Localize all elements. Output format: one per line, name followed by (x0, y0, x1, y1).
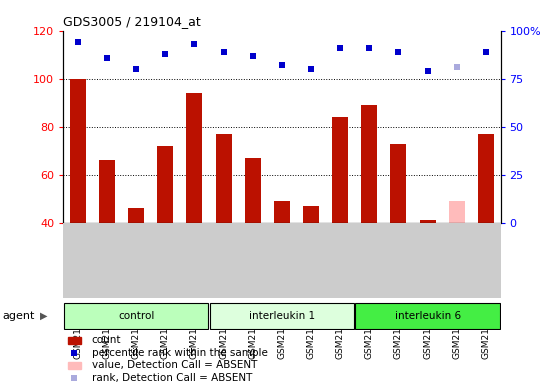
Bar (361, 105, 377, 223)
Bar (68, 362, 81, 369)
FancyBboxPatch shape (355, 303, 500, 329)
Bar (332, 117, 348, 223)
Text: value, Detection Call = ABSENT: value, Detection Call = ABSENT (92, 360, 257, 370)
Text: agent: agent (3, 311, 35, 321)
Bar (245, 158, 261, 223)
Bar (68, 337, 81, 344)
Text: count: count (92, 335, 121, 345)
Bar (157, 146, 173, 223)
Bar (70, 79, 86, 223)
Bar (216, 134, 232, 223)
Bar (420, 220, 436, 223)
Bar (449, 201, 465, 223)
Text: control: control (118, 311, 155, 321)
Text: interleukin 1: interleukin 1 (249, 311, 315, 321)
FancyBboxPatch shape (64, 303, 208, 329)
Bar (186, 93, 202, 223)
Bar (390, 144, 406, 223)
FancyBboxPatch shape (210, 303, 354, 329)
Bar (478, 134, 494, 223)
Text: GDS3005 / 219104_at: GDS3005 / 219104_at (63, 15, 201, 28)
Bar (99, 161, 115, 223)
Bar (128, 208, 144, 223)
Text: ▶: ▶ (40, 311, 47, 321)
Text: interleukin 6: interleukin 6 (394, 311, 461, 321)
Text: percentile rank within the sample: percentile rank within the sample (92, 348, 267, 358)
Bar (303, 206, 319, 223)
Text: rank, Detection Call = ABSENT: rank, Detection Call = ABSENT (92, 373, 252, 383)
Bar (274, 201, 290, 223)
